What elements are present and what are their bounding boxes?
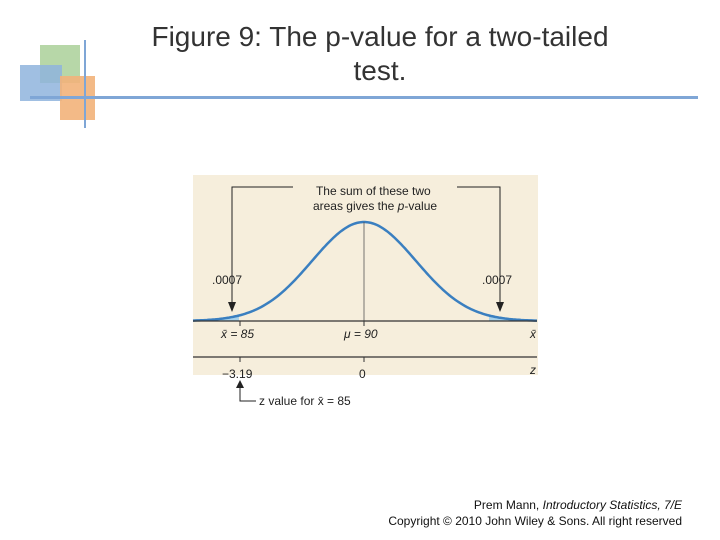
x-label: x̄ [529,327,537,341]
footer: Prem Mann, Introductory Statistics, 7/E [474,498,683,512]
slide-title: Figure 9: The p-value for a two-tailed te… [151,21,608,86]
x-label: μ = 90 [343,327,378,341]
deco-square [20,65,62,101]
area-label: .0007 [212,273,242,287]
deco-line [30,96,698,99]
note-arrowhead [236,380,244,388]
footer: Copyright © 2010 John Wiley & Sons. All … [388,514,682,528]
callout-text: The sum of these two areas gives the p-v… [313,184,437,213]
title-line: test. [354,55,407,86]
normal-curve [192,220,537,322]
z-label: −3.19 [222,367,253,381]
right-tail-area [489,315,537,321]
z-note: z value for x̄ = 85 [259,394,351,408]
normal-curve-figure: The sum of these two areas gives the p-v… [192,175,538,408]
area-label: .0007 [482,273,512,287]
note-arrow [239,384,256,402]
deco-line [84,40,86,128]
z-label: 0 [359,367,366,381]
left-tail-area [193,315,239,321]
title-line: Figure 9: The p-value for a two-tailed [151,21,608,52]
z-label: z [529,363,536,377]
x-label: x̄ = 85 [220,327,254,341]
callout-bracket [231,186,501,303]
figure-background [193,175,538,375]
